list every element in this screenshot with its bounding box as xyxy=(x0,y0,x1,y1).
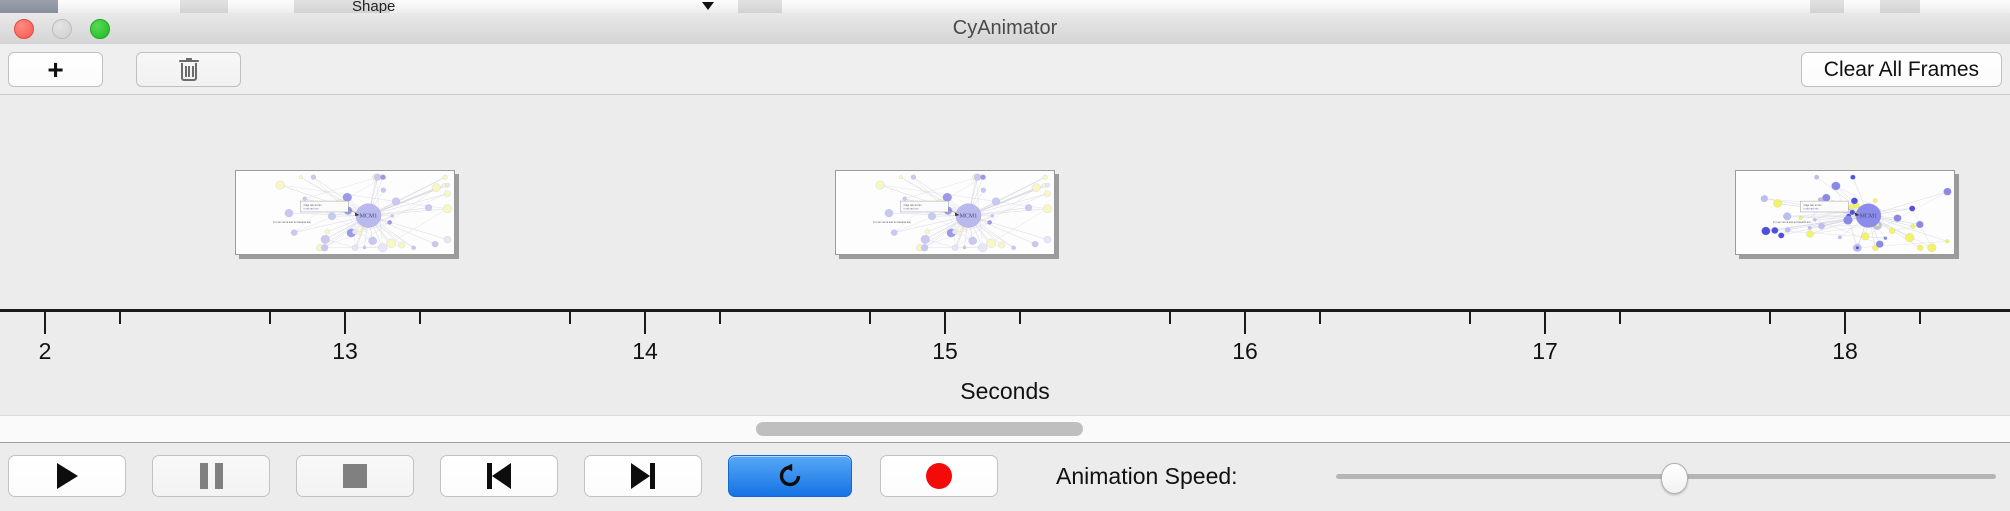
slider-thumb[interactable] xyxy=(1661,463,1688,494)
timeline-panel[interactable]: 2 13 14 15 16 17 18 MCM1 ridge rain an itin in… xyxy=(0,95,2010,415)
loop-icon xyxy=(775,461,805,491)
svg-text:in in am na na anin an inanan: in in am na na anin an inananin ann xyxy=(873,222,912,224)
skip-forward-icon xyxy=(631,463,655,489)
bg-segment xyxy=(1880,0,1921,13)
playback-bar: Animation Speed: xyxy=(0,442,2010,511)
axis-tick-major xyxy=(44,312,46,334)
frame-thumbnail[interactable]: MCM1 ridge rain an itin in alt nad min i… xyxy=(835,170,1055,255)
axis-tick-minor xyxy=(1169,312,1171,324)
bg-segment xyxy=(390,0,681,13)
svg-text:ridge rain an itin: ridge rain an itin xyxy=(904,204,922,207)
axis-tick-major xyxy=(944,312,946,334)
axis-tick-label: 15 xyxy=(932,338,958,365)
frame-thumbnail[interactable]: MCM1 ridge rain an itin in alt nad min i… xyxy=(1735,170,1955,255)
loop-button[interactable] xyxy=(728,455,852,497)
bg-segment xyxy=(738,0,783,13)
axis-tick-minor xyxy=(1769,312,1771,324)
axis-tick-label: 2 xyxy=(39,338,52,365)
axis-tick-minor xyxy=(1919,312,1921,324)
record-icon xyxy=(926,463,952,489)
delete-frame-button[interactable] xyxy=(136,52,241,87)
axis-tick-major xyxy=(344,312,346,334)
axis-tick-label: 16 xyxy=(1232,338,1258,365)
svg-text:in alt nad min: in alt nad min xyxy=(1804,207,1820,210)
svg-text:MCM1: MCM1 xyxy=(360,214,378,220)
axis-tick-minor xyxy=(869,312,871,324)
clear-all-frames-button[interactable]: Clear All Frames xyxy=(1801,52,2002,87)
svg-text:ridge rain an itin: ridge rain an itin xyxy=(304,204,322,207)
frame-thumbnail-image: MCM1 ridge rain an itin in alt nad min i… xyxy=(235,170,455,255)
axis-tick-major xyxy=(1844,312,1846,334)
stop-icon xyxy=(343,464,367,488)
axis-tick-label: 14 xyxy=(632,338,658,365)
clear-all-frames-label: Clear All Frames xyxy=(1824,58,1979,82)
play-button[interactable] xyxy=(8,455,126,497)
axis-tick-minor xyxy=(1319,312,1321,324)
bg-segment xyxy=(180,0,229,13)
pause-icon xyxy=(200,463,223,489)
bg-segment xyxy=(1810,0,1845,13)
window-title: CyAnimator xyxy=(0,13,2010,44)
axis-tick-label: 17 xyxy=(1532,338,1558,365)
bg-segment xyxy=(1844,0,1881,13)
axis-tick-major xyxy=(644,312,646,334)
svg-text:in alt nad min: in alt nad min xyxy=(904,207,920,210)
axis-tick-minor xyxy=(269,312,271,324)
frame-thumbnail-image: MCM1 ridge rain an itin in alt nad min i… xyxy=(1735,170,1955,255)
background-column-label: Shape xyxy=(352,0,395,14)
record-button[interactable] xyxy=(880,455,998,497)
axis-tick-minor xyxy=(1019,312,1021,324)
timeline-axis xyxy=(0,309,2010,312)
axis-tick-minor xyxy=(119,312,121,324)
animation-speed-slider[interactable] xyxy=(1336,455,1996,497)
axis-title: Seconds xyxy=(0,378,2010,405)
pause-button[interactable] xyxy=(152,455,270,497)
timeline-scrollbar[interactable] xyxy=(0,415,2010,443)
bg-segment xyxy=(782,0,1811,13)
background-tabstrip: Shape xyxy=(0,0,2010,13)
axis-tick-label: 13 xyxy=(332,338,358,365)
axis-tick-major xyxy=(1544,312,1546,334)
svg-text:in in am na na anin an inanan: in in am na na anin an inananin ann xyxy=(1773,222,1812,224)
svg-text:MCM1: MCM1 xyxy=(1860,214,1878,220)
timeline-scrollbar-thumb[interactable] xyxy=(756,422,1084,436)
skip-back-icon xyxy=(487,463,511,489)
skip-to-end-button[interactable] xyxy=(584,455,702,497)
svg-text:in in am na na anin an inanan: in in am na na anin an inananin ann xyxy=(273,222,312,224)
animation-speed-label: Animation Speed: xyxy=(1056,455,1238,497)
skip-to-start-button[interactable] xyxy=(440,455,558,497)
frame-thumbnail-image: MCM1 ridge rain an itin in alt nad min i… xyxy=(835,170,1055,255)
axis-tick-minor xyxy=(1469,312,1471,324)
svg-text:ridge rain an itin: ridge rain an itin xyxy=(1804,204,1822,207)
axis-tick-minor xyxy=(1619,312,1621,324)
toolbar: + Clear All Frames xyxy=(0,44,2010,95)
play-icon xyxy=(57,463,78,489)
sort-caret-icon xyxy=(702,2,714,10)
stop-button[interactable] xyxy=(296,455,414,497)
title-bar: CyAnimator xyxy=(0,13,2010,45)
axis-tick-major xyxy=(1244,312,1246,334)
axis-tick-label: 18 xyxy=(1832,338,1858,365)
bg-segment xyxy=(236,0,295,13)
svg-text:MCM1: MCM1 xyxy=(960,214,978,220)
bg-segment xyxy=(58,0,181,13)
axis-tick-minor xyxy=(569,312,571,324)
bg-segment xyxy=(0,0,59,13)
axis-tick-minor xyxy=(419,312,421,324)
background-window-strip: Shape xyxy=(0,0,2010,14)
axis-tick-minor xyxy=(719,312,721,324)
bg-segment xyxy=(1920,0,2010,13)
frame-thumbnail[interactable]: MCM1 ridge rain an itin in alt nad min i… xyxy=(235,170,455,255)
add-frame-button[interactable]: + xyxy=(8,52,103,87)
trash-icon xyxy=(179,58,199,82)
svg-text:in alt nad min: in alt nad min xyxy=(304,207,320,210)
